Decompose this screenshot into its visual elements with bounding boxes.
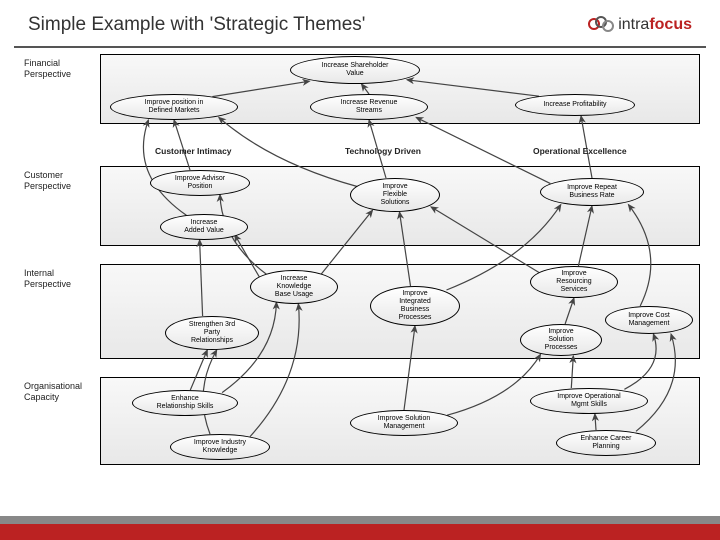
theme-label: Operational Excellence bbox=[533, 146, 627, 156]
logo-text: intrafocus bbox=[618, 16, 692, 34]
node-cost: Improve CostManagement bbox=[605, 306, 693, 334]
node-rev: Increase RevenueStreams bbox=[310, 94, 428, 120]
node-shv: Increase ShareholderValue bbox=[290, 56, 420, 84]
perspective-label: FinancialPerspective bbox=[24, 58, 106, 80]
node-rep: Improve RepeatBusiness Rate bbox=[540, 178, 644, 206]
node-res: ImproveResourcingServices bbox=[530, 266, 618, 298]
node-flex: ImproveFlexibleSolutions bbox=[350, 178, 440, 212]
arrow bbox=[174, 120, 190, 170]
node-3rd: Strengthen 3rdPartyRelationships bbox=[165, 316, 259, 350]
node-pos: Improve position inDefined Markets bbox=[110, 94, 238, 120]
node-car: Enhance CareerPlanning bbox=[556, 430, 656, 456]
node-sol: ImproveSolutionProcesses bbox=[520, 324, 602, 356]
page-title: Simple Example with 'Strategic Themes' bbox=[28, 14, 365, 36]
footer-red-bar bbox=[0, 524, 720, 540]
node-smg: Improve SolutionManagement bbox=[350, 410, 458, 436]
theme-label: Customer Intimacy bbox=[155, 146, 232, 156]
node-prof: Increase Profitability bbox=[515, 94, 635, 116]
perspective-label: OrganisationalCapacity bbox=[24, 381, 106, 403]
footer-grey-bar bbox=[0, 516, 720, 524]
node-kb: IncreaseKnowledgeBase Usage bbox=[250, 270, 338, 304]
node-ibp: ImproveIntegratedBusinessProcesses bbox=[370, 286, 460, 326]
node-ops: Improve OperationalMgmt Skills bbox=[530, 388, 648, 414]
theme-label: Technology Driven bbox=[345, 146, 421, 156]
footer bbox=[0, 516, 720, 540]
perspective-label: InternalPerspective bbox=[24, 268, 106, 290]
header: Simple Example with 'Strategic Themes' i… bbox=[0, 0, 720, 46]
node-val: IncreaseAdded Value bbox=[160, 214, 248, 240]
logo-icon bbox=[588, 16, 616, 34]
node-rel: EnhanceRelationship Skills bbox=[132, 390, 238, 416]
perspective-label: CustomerPerspective bbox=[24, 170, 106, 192]
node-ind: Improve IndustryKnowledge bbox=[170, 434, 270, 460]
diagram-canvas: FinancialPerspective CustomerPerspective I… bbox=[0, 54, 720, 506]
logo: intrafocus bbox=[588, 16, 692, 34]
node-adv: Improve AdvisorPosition bbox=[150, 170, 250, 196]
header-divider bbox=[14, 46, 706, 48]
